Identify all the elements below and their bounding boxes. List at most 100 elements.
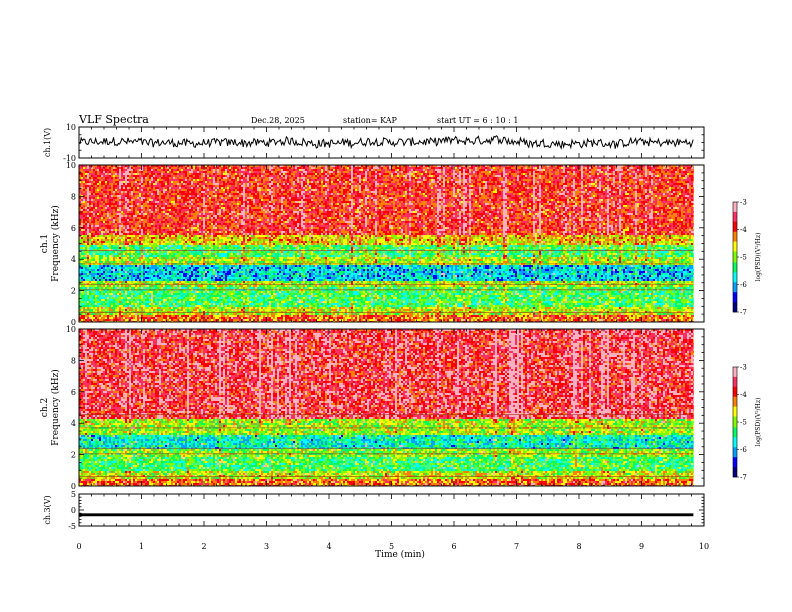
spectrogram-cell (97, 247, 99, 249)
spectrogram-cell (81, 245, 83, 247)
spectrogram-cell (97, 201, 99, 203)
spectrogram-cell (85, 245, 87, 247)
spectrogram-cell (97, 267, 99, 269)
spectrogram-cell (89, 223, 91, 225)
spectrogram-cell (89, 315, 91, 317)
spectrogram-cell (93, 295, 95, 297)
spectrogram-cell (101, 189, 103, 191)
spectrogram-cell (93, 167, 95, 169)
spectrogram-cell (93, 299, 95, 301)
spectrogram-cell (103, 197, 105, 199)
spectrogram-cell (85, 207, 87, 209)
spectrogram-cell (93, 315, 95, 317)
spectrogram-cell (83, 209, 85, 211)
spectrogram-cell (103, 205, 105, 207)
spectrogram-cell (95, 213, 97, 215)
spectrogram-cell (99, 295, 101, 297)
spectrogram-cell (97, 305, 99, 307)
spectrogram-cell (81, 247, 83, 249)
spectrogram-cell (91, 223, 93, 225)
spectrogram-cell (95, 313, 97, 315)
spectrogram-cell (93, 209, 95, 211)
spectrogram-cell (85, 277, 87, 279)
spectrogram-cell (97, 245, 99, 247)
spectrogram-cell (93, 169, 95, 171)
spectrogram-cell (93, 179, 95, 181)
spectrogram-cell (81, 187, 83, 189)
spectrogram-cell (83, 253, 85, 255)
spectrogram-cell (85, 317, 87, 319)
spectrogram-cell (99, 257, 101, 259)
spectrogram-cell (101, 315, 103, 317)
spectrogram-cell (83, 247, 85, 249)
spectrogram-cell (89, 243, 91, 245)
spectrogram-cell (99, 309, 101, 311)
spectrogram-cell (85, 187, 87, 189)
spectrogram-cell (89, 281, 91, 283)
spectrogram-cell (93, 229, 95, 231)
spectrogram-cell (87, 287, 89, 289)
spectrogram-cell (85, 177, 87, 179)
spectrogram-cell (89, 187, 91, 189)
spectrogram-cell (91, 187, 93, 189)
spectrogram-cell (83, 213, 85, 215)
spectrogram-cell (95, 273, 97, 275)
spectrogram-cell (83, 293, 85, 295)
spectrogram-cell (83, 233, 85, 235)
spectrogram-cell (87, 307, 89, 309)
spectrogram-cell (103, 187, 105, 189)
spectrogram-cell (95, 281, 97, 283)
spectrogram-cell (101, 303, 103, 305)
spectrogram-cell (93, 239, 95, 241)
spectrogram-cell (91, 233, 93, 235)
spectrogram-cell (93, 273, 95, 275)
spectrogram-cell (85, 251, 87, 253)
spectrogram-cell (91, 305, 93, 307)
spectrogram-cell (87, 291, 89, 293)
spectrogram-cell (83, 295, 85, 297)
spectrogram-cell (89, 279, 91, 281)
spectrogram-cell (85, 191, 87, 193)
spectrogram-cell (91, 307, 93, 309)
spectrogram-cell (83, 299, 85, 301)
spectrogram-cell (101, 299, 103, 301)
spectrogram-cell (99, 219, 101, 221)
spectrogram-cell (81, 205, 83, 207)
spectrogram-cell (83, 197, 85, 199)
spectrogram-cell (93, 253, 95, 255)
spectrogram-cell (87, 177, 89, 179)
spectrogram-cell (95, 245, 97, 247)
spectrogram-cell (85, 183, 87, 185)
start-time-label: start UT = 6 : 10 : 1 (437, 116, 518, 125)
spectrogram-cell (103, 209, 105, 211)
spectrogram-cell (87, 319, 89, 321)
spectrogram-cell (103, 239, 105, 241)
spectrogram-cell (91, 277, 93, 279)
spectrogram-cell (97, 257, 99, 259)
spectrogram-cell (91, 193, 93, 195)
spectrogram-cell (103, 245, 105, 247)
spectrogram-cell (97, 237, 99, 239)
spectrogram-cell (85, 217, 87, 219)
spectrogram-cell (91, 259, 93, 261)
spectrogram-cell (91, 247, 93, 249)
spectrogram-cell (83, 193, 85, 195)
spectrogram-cell (97, 209, 99, 211)
spectrogram-cell (81, 241, 83, 243)
spectrogram-cell (95, 197, 97, 199)
spectrogram-cell (95, 251, 97, 253)
spectrogram-cell (87, 279, 89, 281)
spectrogram-cell (101, 205, 103, 207)
spectrogram-cell (87, 267, 89, 269)
spectrogram-cell (87, 233, 89, 235)
spectrogram-cell (81, 221, 83, 223)
spectrogram-cell (97, 179, 99, 181)
spectrogram-cell (85, 193, 87, 195)
spectrogram-cell (85, 275, 87, 277)
spectrogram-cell (87, 257, 89, 259)
spectrogram-cell (83, 251, 85, 253)
spectrogram-cell (83, 309, 85, 311)
spectrogram-cell (89, 245, 91, 247)
spectrogram-cell (95, 247, 97, 249)
spectrogram-cell (87, 239, 89, 241)
